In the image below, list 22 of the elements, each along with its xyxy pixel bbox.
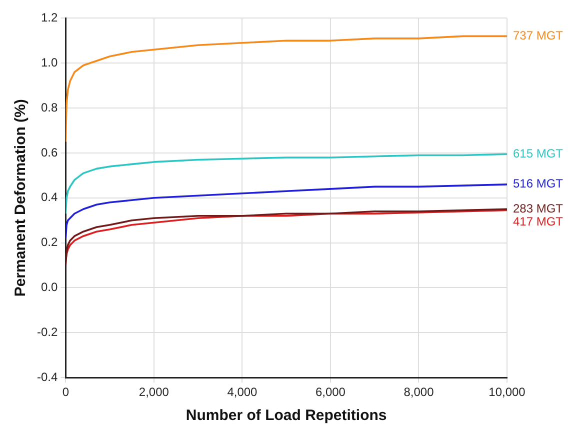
y-tick-label: 0.6 <box>40 145 58 160</box>
x-tick-label: 10,000 <box>488 385 526 400</box>
y-tick-label: 1.2 <box>40 10 58 25</box>
series-label: 615 MGT <box>513 146 564 160</box>
x-axis-title: Number of Load Repetitions <box>186 407 387 424</box>
y-tick-label: 1.0 <box>40 55 58 70</box>
series-label: 283 MGT <box>513 201 564 216</box>
series-label: 516 MGT <box>513 176 564 191</box>
series-label: 417 MGT <box>513 214 564 228</box>
x-tick-label: 2,000 <box>138 385 170 400</box>
y-tick-label: 0.8 <box>40 100 58 114</box>
y-tick-label: 0.2 <box>40 235 58 250</box>
y-tick-label: 0.4 <box>40 190 58 204</box>
series-label: 737 MGT <box>513 28 564 42</box>
x-tick-label: 6,000 <box>315 385 346 400</box>
y-axis-title: Permanent Deformation (%) <box>12 99 30 297</box>
x-tick-label: 0 <box>62 385 70 400</box>
y-tick-label: 0.0 <box>40 280 58 294</box>
y-tick-label: -0.4 <box>36 370 58 384</box>
x-tick-label: 8,000 <box>404 385 434 400</box>
y-tick-label: -0.2 <box>36 324 58 339</box>
x-tick-label: 4,000 <box>227 385 258 400</box>
